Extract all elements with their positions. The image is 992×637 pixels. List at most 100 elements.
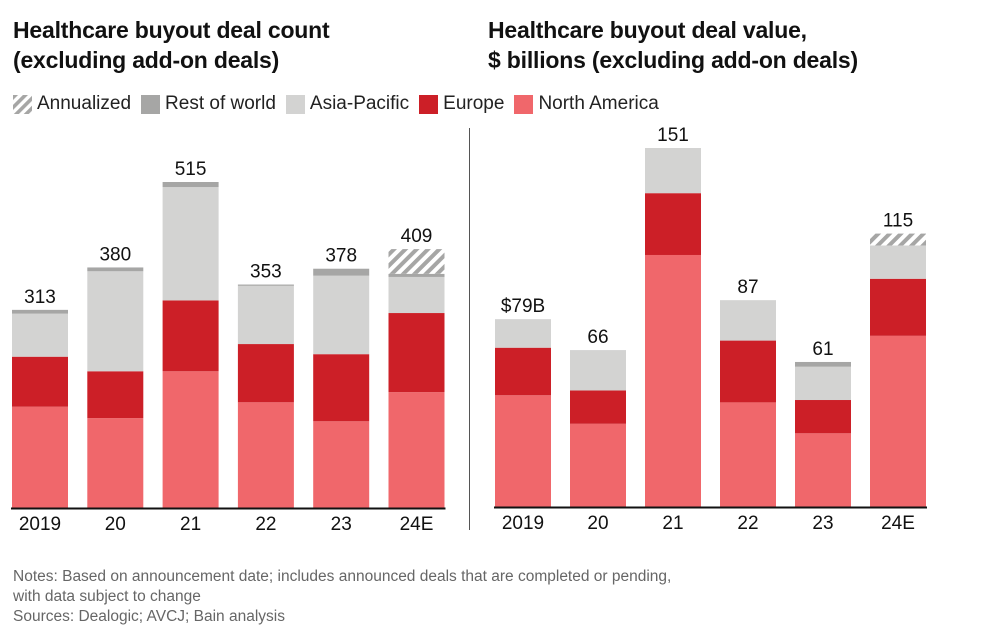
bar-segment-asia-pacific	[388, 276, 445, 314]
swatch-icon	[285, 94, 305, 114]
bar-20	[87, 267, 144, 508]
data-label-total: $79B	[501, 296, 545, 317]
deal-count-chart: 313 2019 380 20 515 21 353 22 378 23 409 24E	[11, 159, 446, 535]
legend-item-asia-pacific: Asia-Pacific	[285, 93, 410, 115]
bar-segment-rest-of-world	[87, 267, 144, 272]
bar-segment-rest-of-world	[388, 273, 445, 277]
legend-item-europe: Europe	[419, 93, 504, 115]
chart-title-deal-count: Healthcare buyout deal count (excluding …	[13, 15, 453, 75]
x-tick-label: 21	[180, 514, 201, 535]
footnotes: Notes: Based on announcement date; inclu…	[13, 567, 671, 627]
bar-segment-north-america	[720, 402, 776, 507]
bar-segment-north-america	[570, 423, 626, 507]
bar-segment-rest-of-world	[313, 268, 370, 276]
data-label-total: 66	[587, 327, 608, 348]
bar-segment-europe	[645, 193, 701, 255]
bar-22	[720, 300, 776, 507]
x-tick-label: 23	[331, 514, 352, 535]
bar-segment-asia-pacific	[12, 313, 68, 357]
title-line: Healthcare buyout deal count	[13, 17, 330, 43]
bar-segment-asia-pacific	[87, 271, 144, 372]
bar-segment-north-america	[87, 418, 144, 508]
title-line: (excluding add-on deals)	[13, 47, 280, 73]
bar-segment-asia-pacific	[495, 319, 551, 348]
x-tick-label: 20	[105, 514, 126, 535]
bar-segment-annualized	[388, 249, 445, 274]
legend: Annualized Rest of world Asia-Pacific Eu…	[13, 93, 669, 115]
bar-24E	[870, 233, 926, 507]
legend-label: Asia-Pacific	[309, 93, 410, 114]
bar-segment-asia-pacific	[237, 285, 294, 345]
bar-segment-annualized	[870, 233, 926, 246]
bar-24E	[388, 249, 445, 508]
bar-segment-europe	[388, 313, 445, 393]
data-label-total: 353	[250, 262, 282, 283]
bar-21	[162, 182, 219, 508]
swatch-icon	[141, 94, 161, 114]
bar-segment-north-america	[12, 406, 68, 508]
data-label-total: 380	[99, 244, 131, 265]
notes-line: Notes: Based on announcement date; inclu…	[13, 568, 672, 585]
x-tick-label: 21	[662, 513, 683, 534]
bar-segment-rest-of-world	[12, 309, 68, 314]
data-label-total: 61	[812, 339, 833, 360]
x-tick-label: 22	[737, 513, 758, 534]
bar-segment-europe	[162, 300, 219, 372]
x-tick-label: 24E	[400, 514, 434, 535]
bar-23	[313, 268, 370, 508]
bar-segment-europe	[237, 344, 294, 403]
bar-segment-north-america	[237, 402, 294, 508]
hatched-swatch-icon	[13, 94, 32, 114]
bar-segment-asia-pacific	[870, 245, 926, 279]
chart-divider	[469, 128, 470, 530]
data-label-total: 313	[24, 287, 56, 308]
data-label-total: 378	[325, 246, 357, 267]
x-tick-label: 2019	[19, 514, 61, 535]
data-label-total: 87	[737, 277, 758, 298]
bar-segment-north-america	[645, 254, 701, 507]
bar-segment-rest-of-world	[795, 361, 851, 367]
legend-item-annualized: Annualized	[13, 93, 131, 115]
title-line: $ billions (excluding add-on deals)	[488, 47, 858, 73]
data-label-total: 151	[657, 125, 689, 146]
bar-segment-europe	[870, 278, 926, 336]
x-tick-label: 24E	[881, 513, 915, 534]
legend-label: Annualized	[37, 93, 132, 114]
bar-20	[570, 350, 626, 507]
bar-2019	[495, 319, 551, 507]
chart-title-deal-value: Healthcare buyout deal value, $ billions…	[488, 15, 968, 75]
swatch-icon	[419, 94, 439, 114]
bar-segment-north-america	[313, 421, 370, 508]
bar-23	[795, 361, 851, 507]
bar-segment-rest-of-world	[162, 182, 219, 188]
bar-segment-north-america	[388, 392, 445, 508]
swatch-icon	[514, 94, 534, 114]
bar-segment-asia-pacific	[313, 275, 370, 355]
bar-2019	[12, 309, 68, 508]
x-tick-label: 22	[255, 514, 276, 535]
x-tick-label: 20	[587, 513, 608, 534]
legend-label: North America	[538, 93, 659, 114]
bar-segment-asia-pacific	[645, 148, 701, 194]
legend-label: Europe	[443, 93, 505, 114]
bar-segment-north-america	[870, 335, 926, 507]
bar-segment-europe	[795, 400, 851, 434]
bar-segment-europe	[570, 390, 626, 424]
data-label-total: 409	[401, 226, 433, 247]
bar-segment-europe	[87, 371, 144, 419]
bar-21	[645, 148, 701, 507]
bar-segment-north-america	[495, 395, 551, 507]
bar-segment-rest-of-world	[237, 284, 294, 286]
bar-segment-north-america	[795, 433, 851, 507]
bar-segment-europe	[720, 340, 776, 403]
legend-item-rest-of-world: Rest of world	[141, 93, 276, 115]
bar-segment-europe	[313, 354, 370, 422]
bar-segment-asia-pacific	[720, 300, 776, 341]
title-line: Healthcare buyout deal value,	[488, 17, 807, 43]
data-label-total: 115	[883, 211, 913, 232]
sources-line: Sources: Dealogic; AVCJ; Bain analysis	[13, 608, 285, 625]
bar-segment-asia-pacific	[570, 350, 626, 391]
bar-segment-asia-pacific	[162, 187, 219, 301]
data-label-total: 515	[175, 159, 207, 180]
bar-segment-asia-pacific	[795, 366, 851, 401]
